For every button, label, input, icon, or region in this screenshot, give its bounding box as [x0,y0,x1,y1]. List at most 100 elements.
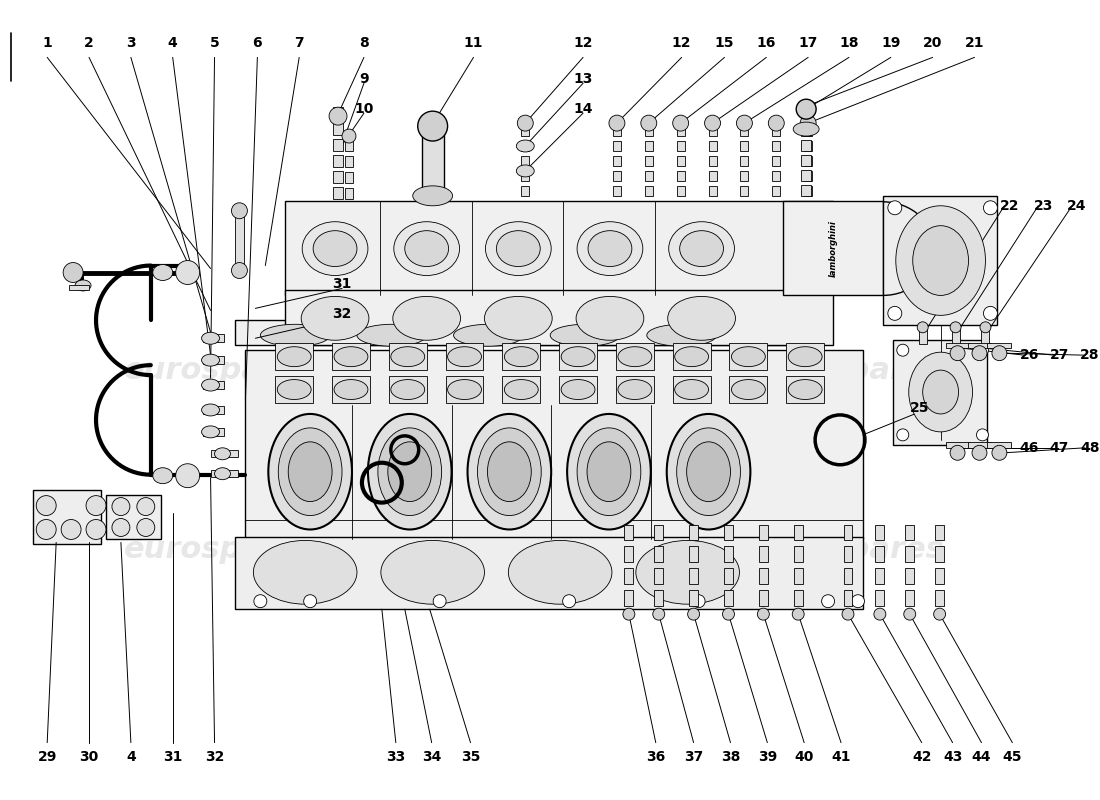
Bar [345,140,353,151]
Bar [645,186,652,196]
Bar [521,156,529,166]
Bar [794,590,803,606]
Bar [333,107,343,119]
Text: 4: 4 [168,37,177,50]
Text: 41: 41 [832,750,850,763]
Ellipse shape [302,222,367,275]
Bar [740,126,748,136]
Ellipse shape [723,608,735,620]
Text: 4: 4 [126,750,135,763]
Bar [772,186,780,196]
Bar [676,141,684,151]
Bar [759,590,768,606]
Ellipse shape [652,608,664,620]
Bar [876,590,884,606]
Bar [844,590,852,606]
Bar [740,156,748,166]
Ellipse shape [214,448,231,460]
Ellipse shape [176,464,199,488]
Bar [235,320,813,346]
Bar [689,590,698,606]
Bar [759,546,768,562]
Ellipse shape [705,115,720,131]
Ellipse shape [732,346,766,366]
Bar [202,381,224,389]
Bar [844,525,852,541]
Ellipse shape [562,594,575,608]
Ellipse shape [917,322,928,333]
Bar [654,568,663,584]
Bar [981,327,989,344]
Text: 6: 6 [253,37,262,50]
Bar [905,568,914,584]
Bar [783,201,883,295]
Bar [521,126,529,136]
Bar [275,376,314,403]
Text: 42: 42 [912,750,932,763]
Bar [946,342,969,348]
Bar [708,156,716,166]
Ellipse shape [36,496,56,515]
Text: 13: 13 [573,72,593,86]
Bar [446,376,484,403]
Ellipse shape [231,202,248,218]
Bar [654,525,663,541]
Ellipse shape [201,332,220,344]
Ellipse shape [63,262,84,282]
Bar [332,343,370,370]
Bar [645,156,652,166]
Ellipse shape [758,608,769,620]
Text: 30: 30 [79,750,99,763]
Bar [935,590,944,606]
Bar [935,546,944,562]
Bar [905,590,914,606]
Text: 12: 12 [573,37,593,50]
Bar [676,186,684,196]
Ellipse shape [923,370,958,414]
Bar [918,327,926,344]
Bar [772,141,780,151]
Bar [345,188,353,199]
Ellipse shape [448,379,482,399]
Bar [801,155,811,166]
Ellipse shape [793,122,820,136]
Ellipse shape [674,346,708,366]
Text: 35: 35 [461,750,481,763]
Ellipse shape [136,518,155,537]
Text: 43: 43 [943,750,962,763]
Ellipse shape [680,230,724,266]
Ellipse shape [950,322,961,333]
Bar [645,126,652,136]
Bar [625,590,634,606]
Bar [689,525,698,541]
Ellipse shape [201,404,220,416]
Ellipse shape [736,115,752,131]
Ellipse shape [909,352,972,432]
Bar [616,343,653,370]
Text: eurospares: eurospares [124,535,317,564]
Ellipse shape [342,129,356,143]
Ellipse shape [496,230,540,266]
Ellipse shape [334,379,367,399]
Text: 47: 47 [1049,441,1069,455]
Ellipse shape [972,346,987,361]
Bar [345,172,353,183]
Ellipse shape [732,379,766,399]
Bar [421,126,443,196]
Ellipse shape [768,115,784,131]
Text: 21: 21 [965,37,985,50]
Bar [345,156,353,167]
Ellipse shape [676,428,740,515]
Ellipse shape [673,115,689,131]
Ellipse shape [268,414,352,530]
Bar [285,201,833,295]
Ellipse shape [253,541,358,604]
Text: 39: 39 [758,750,777,763]
Bar [202,428,224,436]
Bar [759,525,768,541]
Bar [613,156,620,166]
Bar [202,334,224,342]
Bar [708,171,716,181]
Ellipse shape [301,297,368,340]
Text: 3: 3 [126,37,135,50]
